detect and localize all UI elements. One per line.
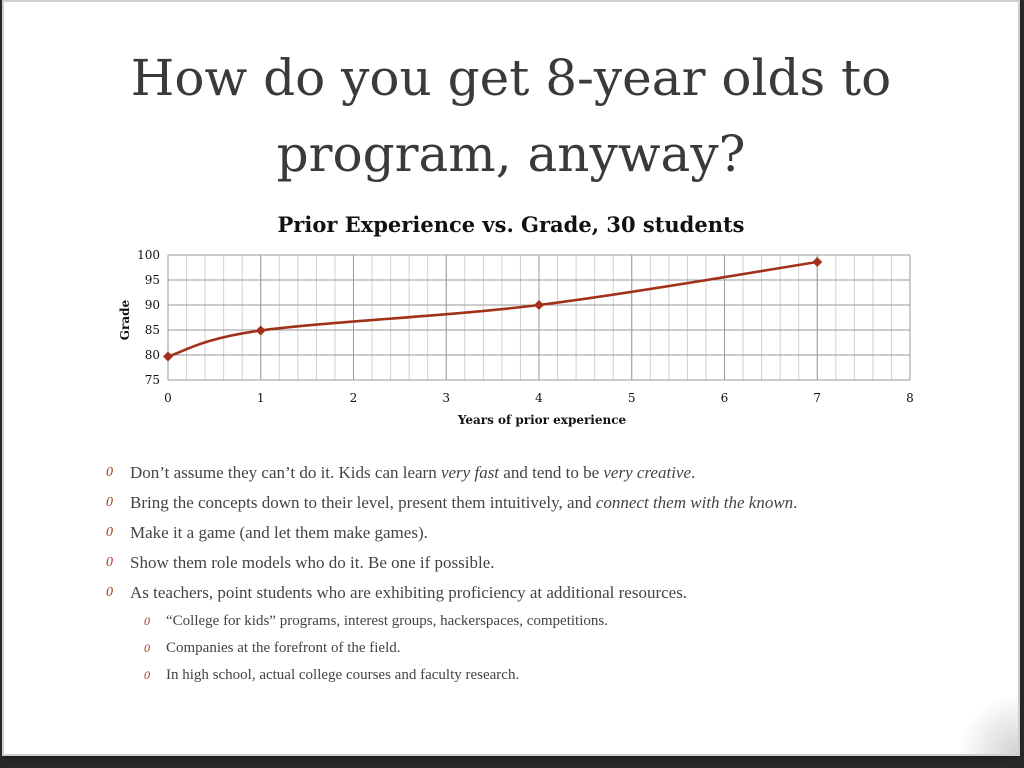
x-tick-label: 6 (721, 391, 729, 405)
chart-title: Prior Experience vs. Grade, 30 students (278, 212, 745, 237)
bullet-text: In high school, actual college courses a… (166, 667, 520, 683)
data-point (812, 257, 823, 267)
slide: How do you get 8-year olds to program, a… (4, 2, 1018, 754)
bullet-marker-icon: 0 (106, 495, 113, 510)
x-tick-label: 2 (350, 391, 358, 405)
bullet-text: As teachers, point students who are exhi… (130, 583, 688, 602)
series-line (167, 260, 818, 358)
data-point (163, 351, 173, 362)
y-tick-label: 90 (145, 298, 160, 312)
slide-title-line-2: program, anyway? (276, 125, 746, 183)
x-axis-tick-labels: 0 1 2 3 4 5 6 7 8 (164, 391, 914, 405)
bullet-item: 0 Don’t assume they can’t do it. Kids can… (104, 458, 944, 488)
bullet-marker-icon: 0 (106, 465, 113, 480)
bullet-list: 0 Don’t assume they can’t do it. Kids can… (104, 458, 944, 689)
y-tick-label: 100 (137, 248, 160, 262)
sub-bullet-item: 0 “College for kids” programs, interest g… (104, 608, 944, 635)
x-tick-label: 4 (535, 391, 543, 405)
y-tick-label: 75 (145, 373, 160, 387)
bullet-item: 0 Bring the concepts down to their level,… (104, 488, 944, 518)
bullet-text: Bring the concepts down to their level, … (130, 493, 596, 512)
slide-title: How do you get 8-year olds to program, a… (4, 40, 1018, 192)
bullet-text: Show them role models who do it. Be one … (130, 553, 495, 572)
x-tick-label: 3 (442, 391, 450, 405)
data-point (255, 325, 266, 336)
data-point (534, 300, 544, 310)
x-tick-label: 1 (257, 391, 265, 405)
y-tick-label: 95 (145, 273, 160, 287)
bullet-emphasis-text: connect them with the known (595, 493, 794, 512)
bullet-text: Don’t assume they can’t do it. Kids can … (130, 463, 441, 482)
bullet-text: and tend to be (499, 463, 604, 482)
x-tick-label: 5 (628, 391, 636, 405)
slide-title-line-1: How do you get 8-year olds to (130, 49, 892, 107)
x-tick-label: 7 (813, 391, 821, 405)
bullet-text: Companies at the forefront of the field. (166, 640, 401, 656)
data-point-markers (163, 257, 823, 362)
bullet-marker-icon: 0 (144, 614, 150, 628)
x-tick-label: 8 (906, 391, 914, 405)
bullet-marker-icon: 0 (144, 641, 150, 655)
page-curl-shadow (958, 694, 1018, 754)
bullet-item: 0 Make it a game (and let them make games… (104, 518, 944, 548)
bullet-marker-icon: 0 (106, 555, 113, 570)
y-tick-label: 80 (145, 348, 160, 362)
sub-bullet-item: 0 Companies at the forefront of the field… (104, 635, 944, 662)
bullet-emphasis-text: very fast (440, 463, 500, 482)
bullet-text: . (691, 463, 696, 482)
line-chart: Prior Experience vs. Grade, 30 students … (118, 212, 914, 427)
bullet-item: 0 Show them role models who do it. Be one… (104, 548, 944, 578)
bullet-marker-icon: 0 (106, 585, 113, 600)
bullet-text: . (793, 493, 798, 512)
x-tick-label: 0 (164, 391, 172, 405)
y-axis-tick-labels: 75 80 85 90 95 100 (137, 248, 160, 387)
bullet-marker-icon: 0 (106, 525, 113, 540)
sub-bullet-item: 0 In high school, actual college courses … (104, 662, 944, 689)
bullet-item: 0 As teachers, point students who are exh… (104, 578, 944, 608)
bullet-emphasis-text: very creative (603, 463, 692, 482)
bullet-marker-icon: 0 (144, 668, 150, 682)
x-axis-label: Years of prior experience (457, 413, 627, 427)
bullet-text: “College for kids” programs, interest gr… (166, 613, 608, 629)
y-axis-label: Grade (118, 299, 132, 340)
y-tick-label: 85 (145, 323, 160, 337)
bullet-text: Make it a game (and let them make games)… (130, 523, 428, 542)
